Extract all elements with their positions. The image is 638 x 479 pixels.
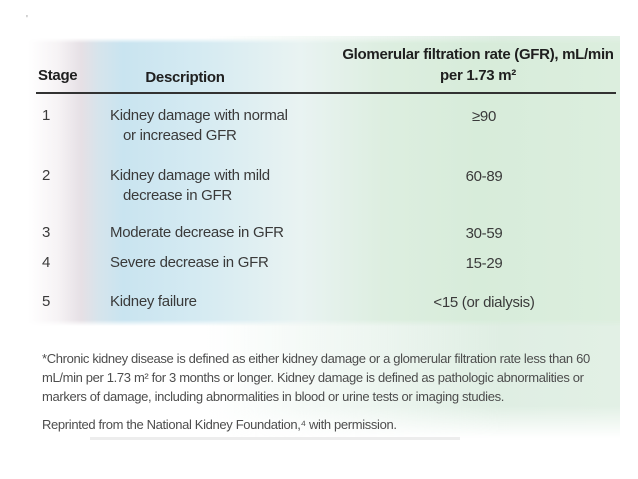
header-rule — [36, 92, 616, 94]
gfr-cell: 60-89 — [465, 168, 503, 185]
footnote-line: *Chronic kidney disease is defined as ei… — [42, 351, 590, 366]
stage-cell: 1 — [42, 107, 51, 124]
stage-cell: 4 — [42, 254, 51, 271]
description-cell: Kidney damage with mild decrease in GFR — [110, 167, 270, 204]
gfr-cell: 15-29 — [465, 255, 503, 272]
stage-cell: 5 — [42, 293, 51, 310]
footnote-line: markers of damage, including abnormaliti… — [42, 389, 504, 404]
column-header-stage: Stage — [38, 67, 78, 84]
footnote-definition: *Chronic kidney disease is defined as ei… — [42, 349, 590, 406]
description-cell: Kidney failure — [110, 293, 197, 310]
ckd-stages-figure: Stage Description Glomerular filtration … — [28, 16, 620, 440]
table-gradient-band — [28, 38, 620, 326]
scan-artifact-mark: ' — [26, 14, 28, 25]
column-header-gfr: Glomerular filtration rate (GFR), mL/min… — [342, 46, 614, 84]
footnote-attribution: Reprinted from the National Kidney Found… — [42, 417, 397, 432]
description-cell: Severe decrease in GFR — [110, 254, 269, 271]
stage-cell: 3 — [42, 224, 51, 241]
description-cell: Moderate decrease in GFR — [110, 224, 284, 241]
stage-cell: 2 — [42, 167, 51, 184]
gfr-cell: <15 (or dialysis) — [433, 294, 535, 311]
gfr-cell: 30-59 — [465, 225, 503, 242]
description-cell: Kidney damage with normal or increased G… — [110, 107, 288, 144]
footnote-line: mL/min per 1.73 m² for 3 months or longe… — [42, 370, 584, 385]
scan-artifact-smudge — [90, 437, 460, 440]
column-header-description: Description — [145, 69, 225, 86]
gfr-cell: ≥90 — [471, 108, 497, 125]
